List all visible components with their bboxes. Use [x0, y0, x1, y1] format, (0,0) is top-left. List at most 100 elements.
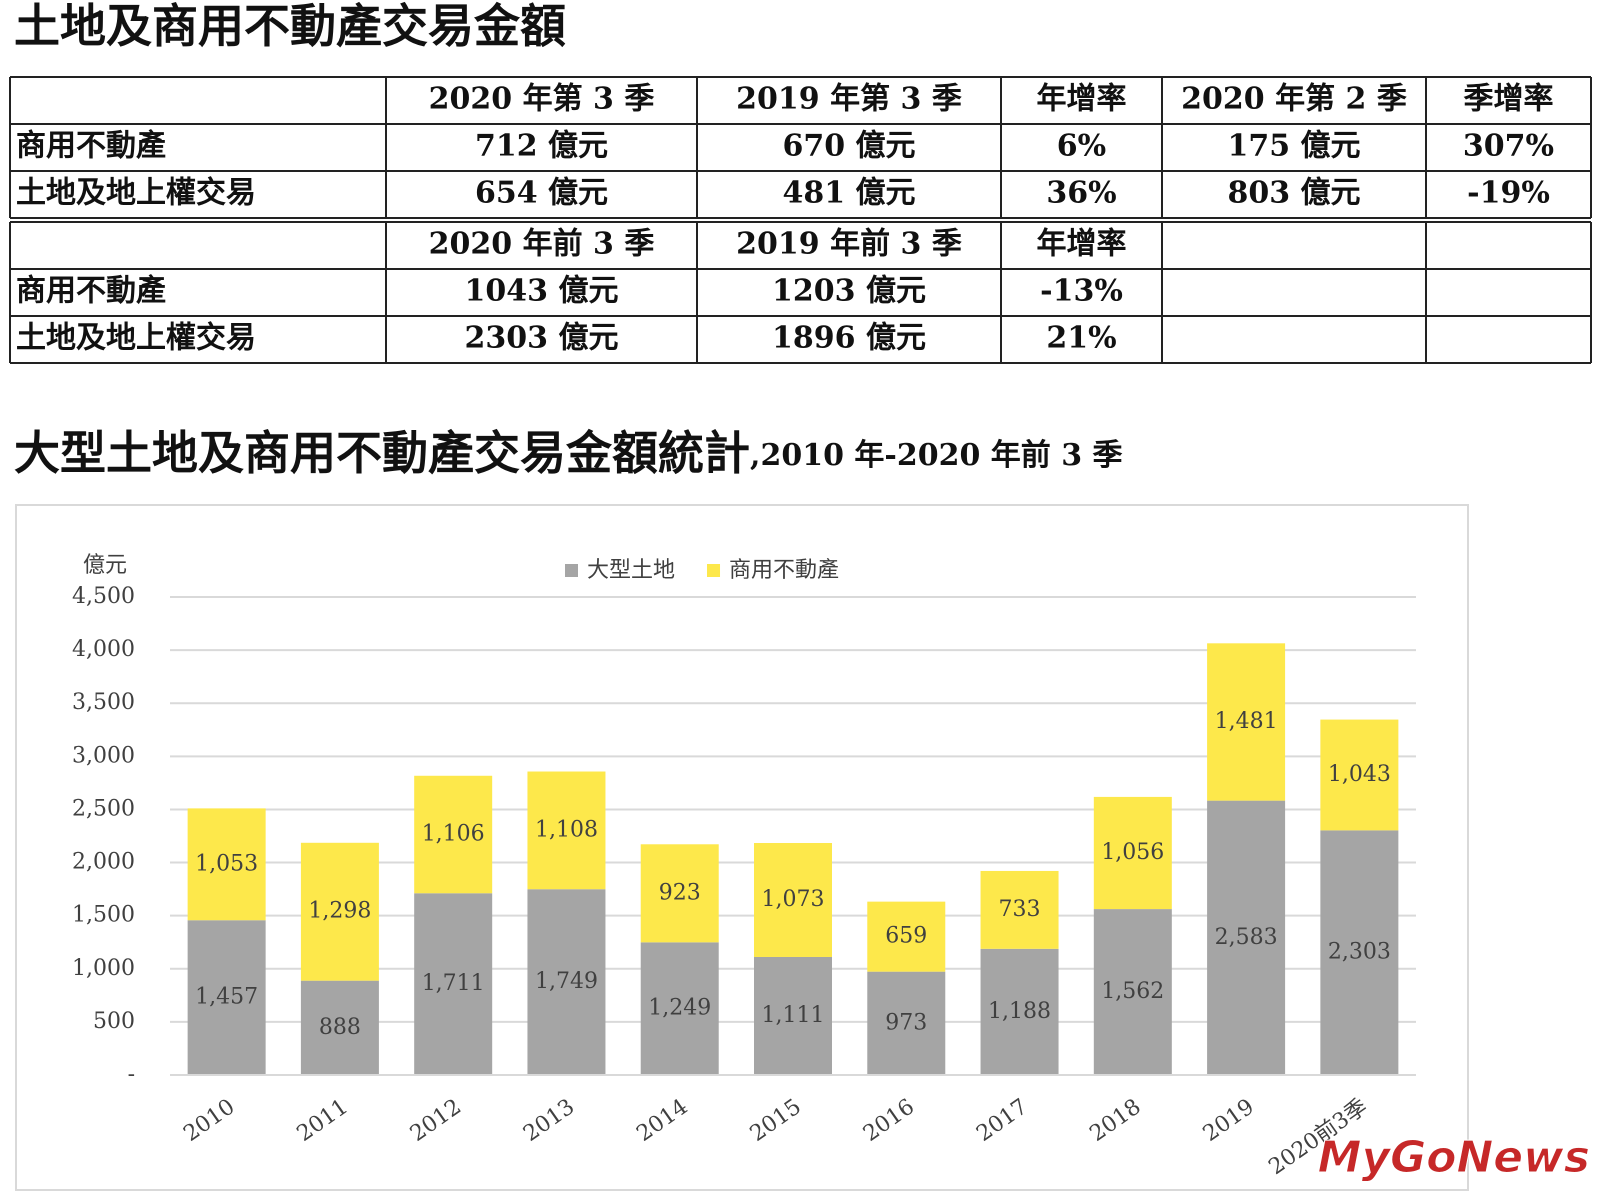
data-label: 2,583: [1215, 925, 1278, 950]
table-cell: 175 億元: [1227, 129, 1360, 164]
bar-segment: [980, 948, 1059, 1075]
data-label: 733: [999, 897, 1041, 922]
y-tick-label: 500: [93, 1009, 135, 1034]
data-label: 1,481: [1215, 709, 1278, 734]
bar-segment: [867, 901, 946, 972]
bar-segment: [300, 842, 379, 981]
x-tick-label: 2018: [1085, 1094, 1145, 1147]
table-cell: -19%: [1467, 176, 1550, 211]
bar-segment: [980, 870, 1059, 949]
data-label: 1,298: [308, 899, 371, 924]
legend-label: 商用不動產: [729, 558, 839, 583]
table-cell: 1043 億元: [465, 274, 619, 309]
table-cell: 654 億元: [475, 176, 608, 211]
data-label: 1,749: [535, 969, 598, 994]
chart-title: 大型土地及商用不動產交易金額統計,2010 年-2020 年前 3 季: [14, 426, 1123, 480]
column-header: 年增率: [1037, 82, 1127, 117]
column-header: 季增率: [1464, 82, 1554, 117]
data-label: 973: [885, 1010, 927, 1035]
bar-segment: [1093, 909, 1172, 1075]
data-label: 1,073: [762, 887, 825, 912]
y-tick-label: 3,000: [72, 743, 135, 768]
table-cell: 803 億元: [1227, 176, 1360, 211]
data-label: 1,053: [195, 851, 258, 876]
row-label: 土地及地上權交易: [16, 176, 256, 211]
data-label: 1,249: [648, 996, 711, 1021]
bar-segment: [1093, 796, 1172, 910]
bar-segment: [300, 980, 379, 1075]
data-label: 1,457: [195, 985, 258, 1010]
data-label: 1,108: [535, 817, 598, 842]
column-header: 2019 年第 3 季: [736, 82, 962, 117]
bar-segment: [1207, 643, 1286, 801]
legend-label: 大型土地: [587, 558, 675, 583]
x-tick-label: 2013: [519, 1094, 579, 1147]
table-cell: 1896 億元: [772, 321, 926, 356]
table-cell: -13%: [1040, 274, 1123, 309]
bar-segment: [754, 843, 832, 957]
chart-frame: [15, 504, 1469, 1191]
table-cell: 21%: [1046, 321, 1116, 356]
data-label: 1,043: [1328, 762, 1391, 787]
y-tick-label: 2,500: [72, 796, 135, 821]
data-label: 923: [659, 880, 701, 905]
data-label: 2,303: [1328, 940, 1391, 965]
bar-segment: [414, 893, 493, 1075]
data-label: 1,106: [422, 822, 485, 847]
y-tick-label: 3,500: [72, 690, 135, 715]
legend-swatch: [707, 564, 721, 577]
y-tick-label: 4,000: [72, 637, 135, 662]
y-tick-label: -: [128, 1062, 135, 1087]
bar-segment: [640, 942, 719, 1075]
y-tick-label: 4,500: [72, 584, 135, 609]
chart-title-main: 大型土地及商用不動產交易金額統計: [14, 426, 750, 480]
table-cell: 36%: [1046, 176, 1116, 211]
column-header: 2020 年第 2 季: [1181, 82, 1407, 117]
x-tick-label: 2015: [746, 1094, 806, 1147]
data-label: 1,562: [1101, 979, 1164, 1004]
bar-segment: [187, 920, 266, 1075]
page-title: 土地及商用不動產交易金額: [14, 0, 566, 53]
bar-segment: [640, 844, 719, 943]
row-label: 土地及地上權交易: [16, 321, 256, 356]
data-label: 1,056: [1101, 840, 1164, 865]
column-header: 年增率: [1037, 227, 1127, 262]
x-tick-label: 2010: [179, 1094, 239, 1147]
bar-segment: [754, 956, 832, 1075]
bar-segment: [414, 775, 493, 894]
table-cell: 6%: [1057, 129, 1106, 164]
x-tick-label: 2011: [293, 1094, 353, 1147]
table-cell: 307%: [1463, 129, 1554, 164]
y-tick-label: 2,000: [72, 850, 135, 875]
data-label: 659: [885, 924, 927, 949]
chart-subtitle: ,2010 年-2020 年前 3 季: [750, 438, 1123, 473]
y-tick-label: 1,500: [72, 903, 135, 928]
bar-segment: [867, 971, 946, 1075]
bar-segment: [1320, 830, 1399, 1075]
y-axis-label: 億元: [83, 553, 127, 578]
bar-segment: [1207, 800, 1286, 1075]
data-label: 1,111: [762, 1003, 825, 1028]
x-tick-label: 2014: [632, 1094, 692, 1147]
x-tick-label: 2017: [972, 1094, 1032, 1147]
column-header: 2019 年前 3 季: [736, 227, 962, 262]
data-label: 1,711: [422, 971, 485, 996]
table-cell: 2303 億元: [465, 321, 619, 356]
table-cell: 481 億元: [782, 176, 915, 211]
table-cell: 712 億元: [475, 129, 608, 164]
column-header: 2020 年第 3 季: [429, 82, 655, 117]
data-label: 1,188: [988, 999, 1051, 1024]
bar-segment: [527, 771, 606, 890]
bar-segment: [1320, 719, 1399, 831]
table-cell: 1203 億元: [772, 274, 926, 309]
table-cell: 670 億元: [782, 129, 915, 164]
bar-segment: [187, 808, 266, 921]
watermark: MyGoNews: [1318, 1132, 1590, 1183]
row-label: 商用不動產: [16, 129, 166, 164]
x-tick-label: 2019: [1199, 1094, 1259, 1147]
row-label: 商用不動產: [16, 274, 166, 309]
y-tick-label: 1,000: [72, 956, 135, 981]
column-header: 2020 年前 3 季: [429, 227, 655, 262]
